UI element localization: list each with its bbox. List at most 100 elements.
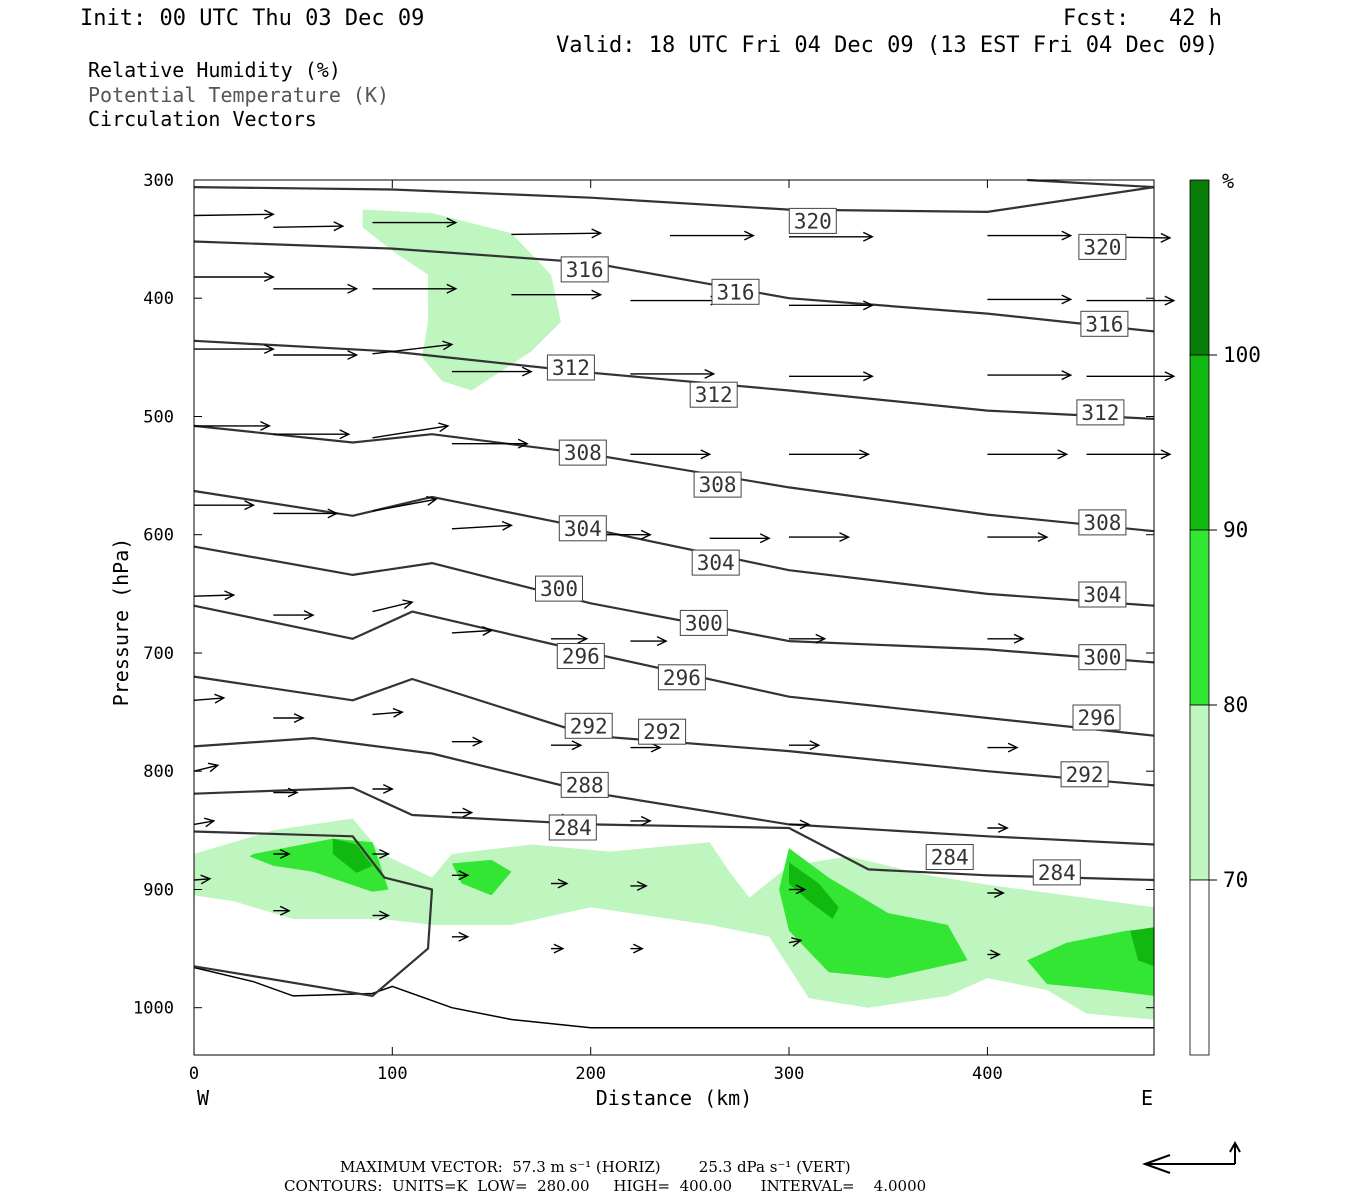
vector-head <box>700 449 712 460</box>
vector-head <box>472 736 484 747</box>
contour-label-296: 296 <box>562 645 600 669</box>
vector-arrow <box>630 449 712 460</box>
colorbar-label: 100 <box>1223 343 1261 367</box>
vector-head <box>458 870 470 881</box>
vector-arrow <box>630 880 648 891</box>
vector-arrow <box>273 283 359 294</box>
theta-contour-284 <box>193 786 1155 882</box>
vector-head <box>591 289 603 300</box>
vector-shaft <box>372 498 437 512</box>
vector-arrow <box>511 228 603 239</box>
colorbar-segment <box>1189 704 1210 881</box>
contour-label-300: 300 <box>1083 646 1121 670</box>
vector-arrow <box>511 289 603 300</box>
vector-arrow <box>630 943 644 954</box>
vector-head <box>379 848 391 859</box>
y-tick-label: 700 <box>143 644 174 664</box>
vector-head <box>293 713 305 724</box>
contour-label-box <box>679 609 728 636</box>
reference-vector-icon <box>1142 1140 1241 1174</box>
vector-shaft <box>193 764 218 772</box>
rh-region-90-8 <box>1130 927 1154 967</box>
vector-head <box>743 230 755 241</box>
vector-head <box>263 344 275 355</box>
vector-arrow <box>1086 371 1176 382</box>
y-tick-label: 800 <box>143 762 174 782</box>
vector-arrow <box>193 762 220 773</box>
vector-arrow <box>193 209 275 220</box>
vector-arrow <box>273 610 315 621</box>
axes: 300 400 500 600 700 800 900 1000 0 100 200 300 400 <box>133 171 1154 1084</box>
y-axis-label: Pressure (hPa) <box>109 538 133 707</box>
vector-arrow <box>630 815 652 826</box>
vector-arrow <box>789 231 874 242</box>
vector-shaft <box>372 601 413 613</box>
colorbar: 100 90 80 70 <box>1189 179 1261 1056</box>
vector-head <box>795 884 807 895</box>
vector-head <box>632 943 644 954</box>
theta-contour-320 <box>1027 178 1155 189</box>
vector-arrow <box>789 300 874 311</box>
vector-head <box>333 221 345 232</box>
vector-head <box>260 420 272 431</box>
plot-area: 320 320 316 316 316 312 312 312 308 308 308 304 304 3… <box>193 178 1176 1056</box>
vector-head <box>264 209 275 220</box>
contour-label-box <box>535 575 583 602</box>
vector-head <box>989 949 1001 960</box>
vector-arrow <box>551 943 565 954</box>
contour-label-box <box>560 771 609 798</box>
vector-head <box>327 508 339 519</box>
contour-label-288: 288 <box>566 773 604 797</box>
vector-arrow <box>273 905 291 916</box>
vector-head <box>482 626 494 637</box>
contour-labels: 320 320 316 316 316 312 312 312 308 308 308 304 304 3… <box>535 207 1129 886</box>
contour-label-308: 308 <box>564 441 602 465</box>
east-label: E <box>1141 1086 1153 1110</box>
colorbar-label: 70 <box>1223 868 1248 892</box>
vector-head <box>1061 370 1073 381</box>
vector-shaft <box>788 939 802 944</box>
vector-arrow <box>194 500 256 511</box>
colorbar-label: 80 <box>1223 693 1248 717</box>
vector-head <box>1160 449 1172 460</box>
valid-time: Valid: 18 UTC Fri 04 Dec 09 (13 EST Fri … <box>556 33 1218 58</box>
vector-arrow <box>451 438 529 449</box>
colorbar-segment <box>1189 879 1210 1056</box>
theta-contour-316 <box>193 240 1155 333</box>
contour-label-box <box>560 256 609 283</box>
x-tick-label: 100 <box>377 1064 408 1084</box>
contour-info-text: CONTOURS: UNITS=K LOW= 280.00 HIGH= 400.… <box>284 1177 926 1195</box>
vector-arrow <box>372 283 458 294</box>
vector-shaft <box>451 629 492 634</box>
vector-head <box>859 449 871 460</box>
vector-head <box>759 533 771 544</box>
vector-arrow <box>789 371 874 382</box>
vector-arrow <box>372 422 450 439</box>
vector-shaft <box>193 820 214 826</box>
vector-shaft <box>372 425 449 439</box>
colorbar-segment <box>1189 529 1210 706</box>
y-tick-label: 500 <box>143 408 174 428</box>
vector-arrow <box>372 495 438 512</box>
vector-arrow <box>987 449 1069 460</box>
contour-label-box <box>546 354 595 381</box>
contour-label-292: 292 <box>570 714 608 738</box>
vector-head <box>1037 532 1049 543</box>
vector-head <box>438 422 450 433</box>
contour-label-box <box>1078 509 1127 536</box>
vector-arrow <box>1086 295 1176 306</box>
y-tick-label: 600 <box>143 526 174 546</box>
vector-arrow <box>451 931 470 942</box>
vector-arrow <box>273 713 305 724</box>
contour-label-box <box>1060 761 1109 788</box>
vector-arrow <box>551 633 589 644</box>
vector-head <box>446 283 458 294</box>
contour-label-292: 292 <box>643 720 681 744</box>
vector-head <box>1164 295 1176 306</box>
vector-head <box>862 231 874 242</box>
vector-arrow <box>670 230 755 241</box>
contour-label-304: 304 <box>697 551 735 575</box>
vector-shaft <box>193 697 224 701</box>
contour-label-292: 292 <box>1066 763 1104 787</box>
vector-head <box>591 228 603 239</box>
